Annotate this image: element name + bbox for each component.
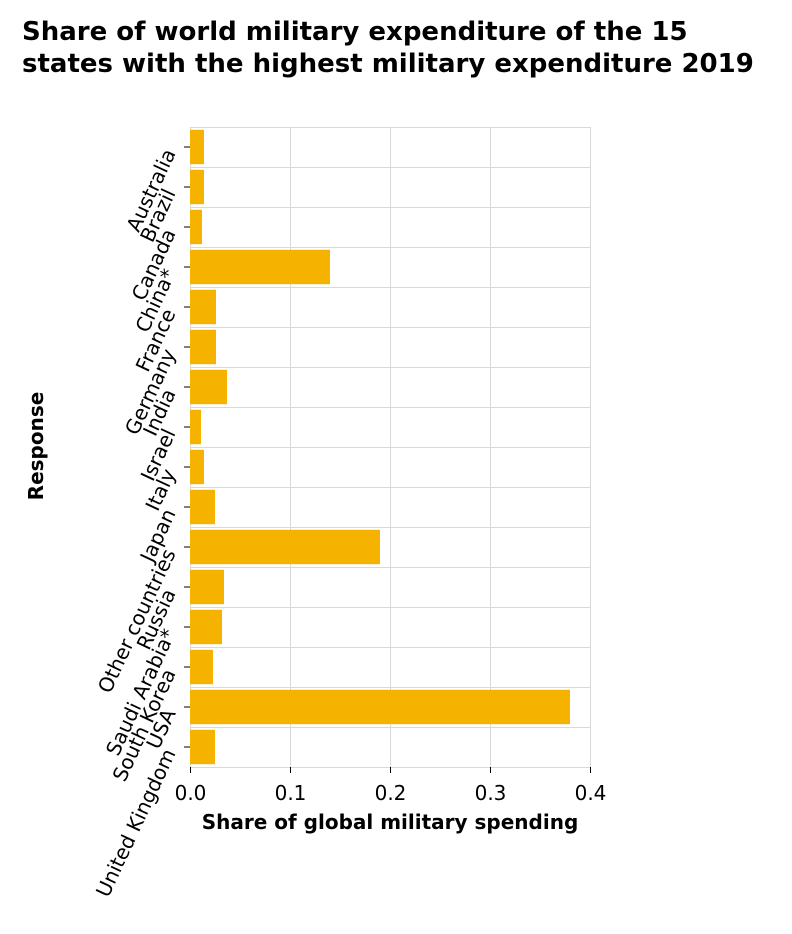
- x-tick-label: 0.0: [175, 781, 207, 805]
- bar-germany: [190, 329, 216, 365]
- bar-other-countries: [190, 529, 380, 565]
- grid: [190, 127, 591, 768]
- bar-united-kingdom: [190, 729, 215, 765]
- bar-canada: [190, 209, 202, 245]
- bar-south-korea: [190, 649, 213, 685]
- chart-title: Share of world military expenditure of t…: [22, 17, 754, 79]
- y-axis-title: Response: [24, 392, 48, 501]
- bar-israel: [190, 409, 201, 445]
- bar-saudi-arabia: [190, 609, 222, 645]
- bar-australia: [190, 129, 204, 165]
- bars: [190, 129, 570, 765]
- x-axis-ticks: 0.0 0.1 0.2 0.3 0.4: [175, 767, 607, 805]
- bar-china: [190, 249, 330, 285]
- x-tick-label: 0.2: [375, 781, 407, 805]
- bar-japan: [190, 489, 215, 525]
- bar-russia: [190, 569, 224, 605]
- bar-brazil: [190, 169, 204, 205]
- x-tick-label: 0.4: [575, 781, 607, 805]
- bar-france: [190, 289, 216, 325]
- x-tick-label: 0.3: [475, 781, 507, 805]
- x-axis-title: Share of global military spending: [202, 810, 579, 834]
- x-tick-label: 0.1: [275, 781, 307, 805]
- bar-india: [190, 369, 227, 405]
- bar-usa: [190, 689, 570, 725]
- bar-italy: [190, 449, 204, 485]
